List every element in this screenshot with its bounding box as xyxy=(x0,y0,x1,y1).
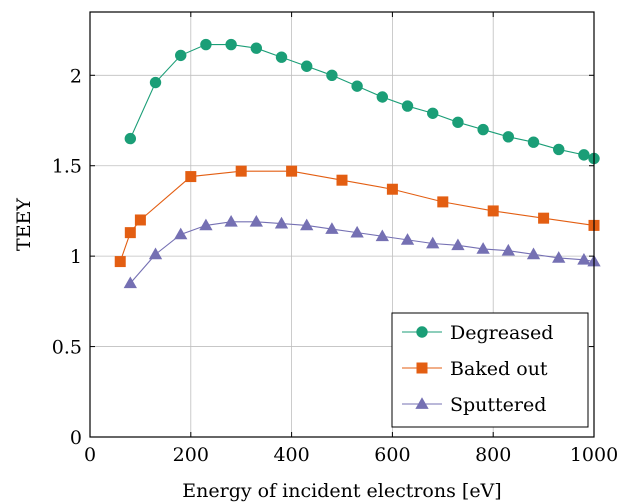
data-point xyxy=(350,225,364,238)
data-point xyxy=(426,236,440,249)
data-point xyxy=(452,116,464,129)
legend-entry: Baked out xyxy=(402,358,548,380)
data-point xyxy=(400,233,415,245)
x-axis-label: Energy of incident electrons [eV] xyxy=(182,480,501,502)
legend-label: Sputtered xyxy=(450,394,546,416)
x-tick-label: 200 xyxy=(173,444,209,466)
data-point xyxy=(274,216,289,229)
y-axis-label: TEEY xyxy=(13,198,35,251)
series-line xyxy=(119,170,595,262)
series-sputtered xyxy=(123,214,601,289)
data-point xyxy=(336,174,348,186)
y-tick-label: 2 xyxy=(70,65,82,87)
data-point xyxy=(553,143,565,156)
y-tick-label: 1.5 xyxy=(52,156,82,178)
data-point xyxy=(326,69,338,81)
x-tick-label: 400 xyxy=(273,444,309,466)
series-layer xyxy=(114,38,601,289)
y-tick-label: 0.5 xyxy=(52,337,82,359)
series-line xyxy=(129,44,595,160)
data-point xyxy=(185,171,197,183)
data-point xyxy=(538,212,550,224)
data-point xyxy=(124,227,136,239)
data-point xyxy=(427,107,439,119)
data-point xyxy=(487,205,499,217)
data-point xyxy=(376,91,389,103)
legend-marker xyxy=(415,397,429,409)
data-point xyxy=(199,218,213,231)
data-point xyxy=(451,238,465,251)
legend-label: Baked out xyxy=(450,358,548,380)
data-point xyxy=(502,131,515,143)
data-point xyxy=(114,256,126,268)
data-point xyxy=(476,242,490,254)
data-point xyxy=(224,214,238,227)
legend: Degreased Baked out Sputtered xyxy=(391,312,589,428)
data-point xyxy=(527,136,540,148)
data-point xyxy=(175,49,187,62)
x-tick-label: 800 xyxy=(475,444,511,466)
data-point xyxy=(526,247,541,260)
data-point xyxy=(325,222,339,234)
data-point xyxy=(477,123,489,136)
data-point xyxy=(149,76,162,89)
data-point xyxy=(301,60,313,72)
data-point xyxy=(250,42,263,54)
data-point xyxy=(286,165,298,177)
data-point xyxy=(249,214,263,227)
legend-marker xyxy=(416,362,428,374)
data-point xyxy=(578,149,590,161)
data-point xyxy=(401,100,414,112)
data-point xyxy=(577,252,591,265)
x-tick-label: 1000 xyxy=(570,444,618,466)
x-tick-label: 0 xyxy=(84,444,96,466)
x-tick-label: 600 xyxy=(374,444,410,466)
data-point xyxy=(123,276,137,289)
series-baked-out xyxy=(114,165,600,268)
plot-frame xyxy=(89,11,595,438)
data-point xyxy=(275,51,288,63)
ticks: 0 200 400 600 800 1000 0 0.5 1 1.5 2 xyxy=(52,12,618,466)
data-point xyxy=(375,229,389,242)
data-point xyxy=(174,227,188,240)
data-point xyxy=(235,165,247,177)
legend-entry: Degreased xyxy=(402,322,553,344)
data-point xyxy=(501,243,515,256)
data-point xyxy=(552,251,566,263)
legend-label: Degreased xyxy=(450,322,553,344)
series-degreased xyxy=(124,38,600,165)
data-point xyxy=(300,218,314,231)
data-point xyxy=(386,183,398,195)
data-point xyxy=(124,132,137,145)
data-point xyxy=(148,247,163,260)
y-tick-label: 1 xyxy=(70,246,82,268)
series-line xyxy=(129,221,595,284)
y-tick-label: 0 xyxy=(70,427,82,449)
data-point xyxy=(134,214,146,226)
data-point xyxy=(437,196,449,208)
data-point xyxy=(200,38,212,51)
data-point xyxy=(351,80,363,92)
data-point xyxy=(225,38,237,51)
legend-marker xyxy=(416,326,428,338)
legend-entry: Sputtered xyxy=(402,394,546,416)
